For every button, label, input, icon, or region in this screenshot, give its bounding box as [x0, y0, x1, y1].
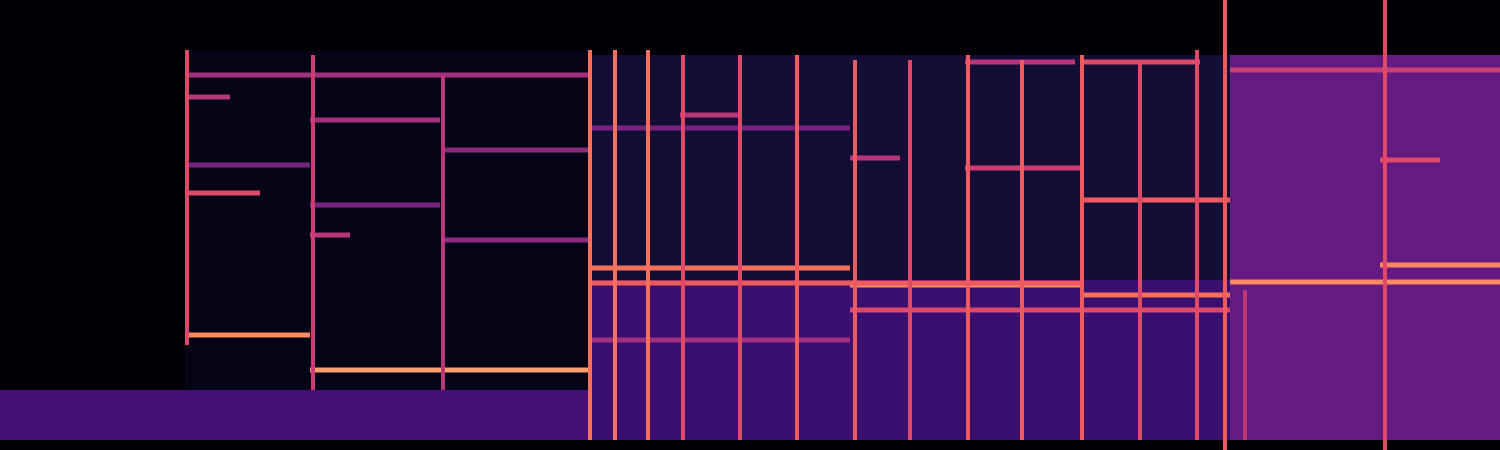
- clicks: [185, 0, 1387, 450]
- noise-region: [590, 55, 1230, 440]
- click: [646, 50, 650, 440]
- tone: [185, 73, 590, 78]
- tone: [1230, 280, 1500, 285]
- click: [1080, 55, 1084, 440]
- tone: [445, 148, 590, 153]
- tone: [680, 113, 740, 118]
- tone: [310, 368, 590, 373]
- click: [966, 55, 970, 440]
- spectrogram: [0, 0, 1500, 450]
- tone: [310, 233, 350, 238]
- click: [1138, 60, 1142, 440]
- tone: [1380, 158, 1440, 163]
- tone: [850, 156, 900, 161]
- click: [185, 50, 189, 345]
- background: [0, 0, 1500, 450]
- tone: [590, 126, 850, 131]
- click: [681, 55, 685, 440]
- tone: [1080, 198, 1230, 203]
- click: [613, 50, 617, 440]
- click: [853, 60, 857, 440]
- tone: [1380, 263, 1500, 268]
- click: [738, 55, 742, 440]
- click: [1243, 290, 1247, 440]
- tone: [850, 308, 1230, 313]
- click: [441, 75, 445, 390]
- tone: [310, 118, 440, 123]
- tone: [185, 333, 310, 338]
- tone: [590, 281, 1080, 286]
- regions: [0, 50, 1500, 440]
- tone: [590, 266, 850, 271]
- tone: [185, 95, 230, 100]
- tone: [1230, 68, 1500, 73]
- tone: [590, 338, 850, 343]
- noise-region: [0, 390, 590, 440]
- tone: [185, 191, 260, 196]
- tone: [1080, 293, 1230, 298]
- tone: [310, 203, 440, 208]
- click: [1383, 0, 1387, 450]
- plot-area: [0, 0, 1500, 450]
- tone: [185, 163, 310, 168]
- tone: [445, 238, 590, 243]
- click: [908, 60, 912, 440]
- tones: [185, 60, 1500, 373]
- click: [795, 55, 799, 440]
- click: [311, 55, 315, 390]
- click: [1223, 0, 1227, 450]
- noise-region: [1230, 55, 1500, 440]
- noise-region: [185, 50, 590, 390]
- click: [1020, 60, 1024, 440]
- click: [588, 50, 592, 440]
- click: [1195, 50, 1199, 440]
